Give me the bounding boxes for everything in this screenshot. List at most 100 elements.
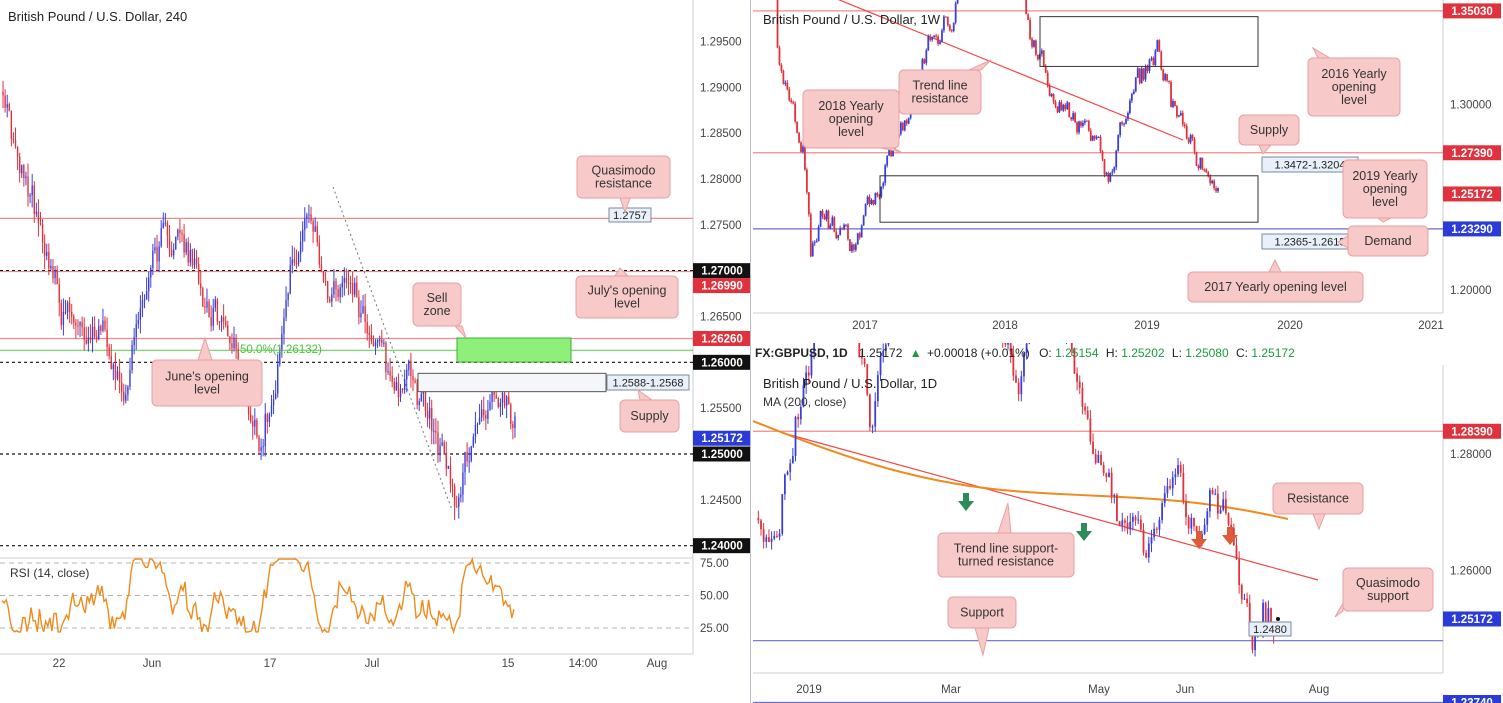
h4-candle-body (133, 337, 135, 346)
w1-candle-body (1060, 102, 1063, 111)
w1-candle-body (837, 234, 840, 239)
w1-candle-body (1201, 157, 1204, 170)
h4-candle-body (316, 226, 318, 243)
h4-candle-body (320, 264, 323, 272)
w1-supply-callout-text: Supply (1250, 123, 1289, 137)
h4-candle-body (497, 398, 500, 407)
h4-chart-panel[interactable]: 50.0%(1.26132) 1.29500 1.29000 1.28500 1.28… (0, 0, 751, 703)
w1-candle-body (1185, 126, 1188, 139)
h4-candle-body (418, 401, 420, 405)
w1-candle-body (903, 120, 906, 131)
yearly-2018-callout-text: 2018 Yearly opening level (818, 99, 884, 139)
w1-candle-body (804, 146, 806, 170)
d1-candle-body (1267, 608, 1270, 623)
h4-candle-body (93, 326, 96, 337)
h4-candle-body (110, 356, 112, 370)
h4-candle-body (106, 329, 108, 348)
h4-candle-body (79, 322, 81, 326)
d1-price-tag-bg (1443, 694, 1501, 703)
h4-candle-body (381, 339, 383, 344)
w1-time-tick: 2018 (992, 320, 1018, 332)
h4-candle-body (12, 138, 15, 141)
h4-supply-range-label: 1.2588-1.2568 (613, 378, 684, 390)
d1-trend-callout-text: Trend line support-turned resistance (954, 542, 1058, 569)
w1-candle-body (868, 196, 871, 205)
h4-candle-body (25, 176, 27, 179)
quasimodo-callout-box (576, 155, 671, 199)
h4-supply-zone (417, 372, 607, 393)
d1-price-tick: 1.28000 (1450, 449, 1492, 461)
w1-demand-callout: Demand (1337, 225, 1429, 257)
d1-candle-body (863, 358, 866, 365)
h4-candle-body (123, 391, 125, 401)
h4-candle-body (141, 300, 144, 308)
d1-candle-body (1161, 503, 1164, 520)
w1-candle-body (1109, 172, 1112, 182)
w1-candle-body (845, 224, 847, 226)
w1-candle-body (864, 203, 867, 216)
h4-candle-body (383, 342, 385, 344)
d1-candle-body (1025, 343, 1028, 354)
weekly-chart-title: British Pound / U.S. Dollar, 1W (763, 12, 941, 27)
w1-candle-body (1213, 180, 1216, 189)
weekly-chart-panel[interactable]: 1.500001.450001.400001.300001.2000020172… (753, 0, 1503, 344)
d1-candle-body (778, 533, 781, 537)
open-value: 1.25154 (1055, 346, 1099, 360)
w1-candle-body (905, 120, 908, 124)
h4-candle-body (458, 497, 460, 507)
w1-candle-body (1217, 188, 1219, 192)
h4-price-tag: 1.25000 (701, 449, 743, 461)
d1-candle-body (783, 474, 786, 495)
d1-candle-body (1174, 474, 1177, 478)
h4-candle-body (476, 423, 479, 426)
h4-candle-body (172, 249, 175, 256)
d1-candle-body (1078, 381, 1081, 388)
w1-candle-body (866, 196, 869, 204)
yearly-2016-callout: 2016 Yearly opening level (1307, 46, 1401, 117)
d1-candle-body (876, 375, 879, 402)
h4-candle-body (131, 345, 133, 371)
w1-candle-body (1040, 50, 1043, 55)
h4-candle-body (318, 242, 321, 265)
h4-candle-body (451, 484, 454, 486)
h4-price-tag: 1.24000 (701, 541, 743, 553)
w1-candle-body (831, 217, 834, 226)
w1-trend-line-resistance (837, 0, 1184, 141)
d1-candle-body (1073, 349, 1076, 374)
d1-candle-body (773, 535, 776, 539)
d1-candle-body (768, 537, 770, 542)
h4-candle-body (485, 415, 487, 419)
w1-candle-body (952, 22, 955, 32)
d1-candle-body (1193, 517, 1195, 527)
w1-candle-body (1044, 66, 1047, 73)
h4-candle-body (229, 336, 231, 344)
h4-candle-body (56, 270, 58, 285)
d1-candle-body (1118, 521, 1121, 526)
h4-candle-body (472, 436, 475, 447)
h4-candle-body (445, 454, 447, 469)
price-change: +0.00018 (+0.01%) (927, 346, 1030, 360)
h4-chart-title: British Pound / U.S. Dollar, 240 (8, 9, 187, 24)
d1-candle-body (794, 416, 797, 456)
d1-candle-body (1126, 522, 1129, 530)
h4-candle-body (262, 446, 264, 448)
d1-candle-body (1097, 454, 1100, 463)
d1-candle-body (1012, 354, 1015, 376)
h4-candle-body (150, 268, 152, 278)
daily-chart-panel[interactable]: 1.340001.320001.300001.280001.260002019M… (753, 343, 1503, 703)
h4-candle-body (129, 370, 131, 387)
w1-candle-body (807, 192, 810, 215)
w1-candle-body (815, 241, 818, 243)
d1-price-tag: 1.28390 (1451, 426, 1493, 438)
yearly-2019-callout-box (1342, 159, 1428, 219)
h4-candle-body (341, 282, 343, 288)
w1-candle-body (1091, 135, 1094, 141)
fib-50-label: 50.0%(1.26132) (240, 344, 322, 356)
w1-price-tag-bg (1443, 221, 1501, 237)
w1-demand-range-label: 1.2365-1.2615 (1275, 237, 1346, 249)
w1-candle-body (833, 217, 836, 232)
sell-zone-callout-pointer (453, 325, 467, 339)
d1-candle-body (1251, 632, 1254, 650)
w1-candle-body (1025, 0, 1028, 15)
w1-price-tag: 1.27390 (1451, 148, 1493, 160)
